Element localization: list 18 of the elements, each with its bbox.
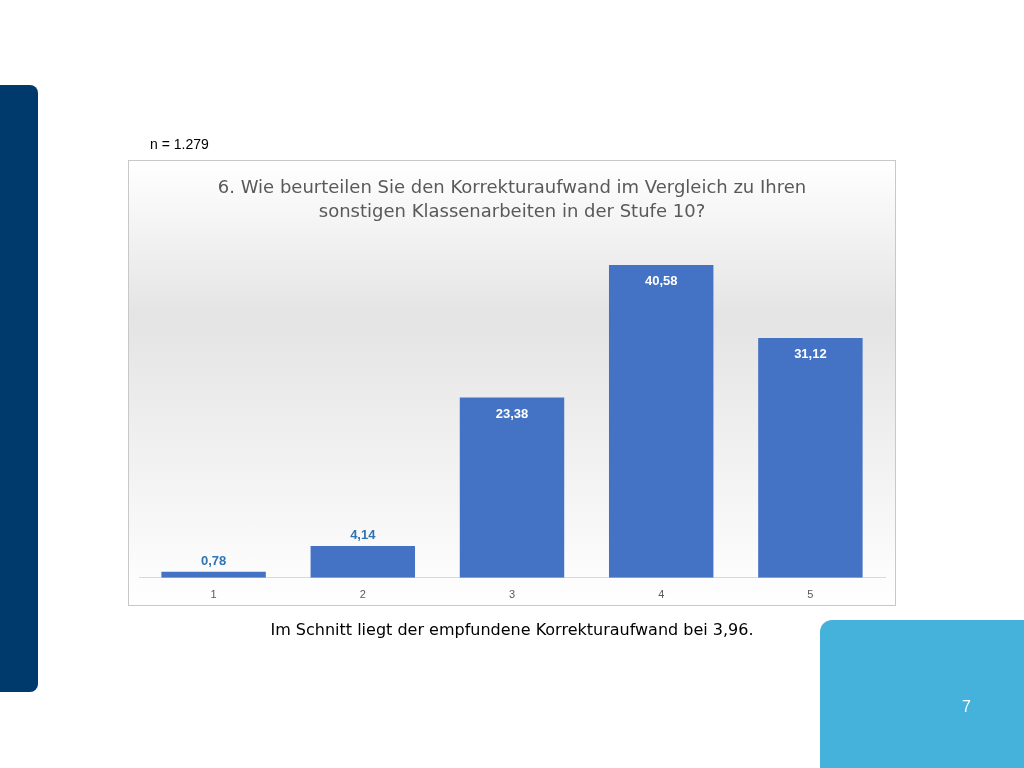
bar bbox=[758, 337, 863, 578]
data-label: 4,14 bbox=[350, 526, 377, 542]
data-label: 31,12 bbox=[794, 346, 827, 362]
x-tick-label: 2 bbox=[359, 588, 366, 601]
bar bbox=[310, 545, 416, 578]
x-tick-label: 3 bbox=[508, 588, 516, 601]
chart-title: 6. Wie beurteilen Sie den Korrekturaufwand im Vergleich zu Ihren sonstigen Klassenarbeiten in der Stufe 10? bbox=[216, 175, 808, 223]
x-tick-label: 1 bbox=[210, 588, 217, 601]
data-label: 0,78 bbox=[200, 552, 227, 568]
bar bbox=[459, 397, 565, 578]
x-tick-label: 4 bbox=[658, 588, 665, 601]
x-tick-label: 5 bbox=[807, 588, 814, 601]
text: n = 1.279 bbox=[150, 136, 209, 152]
data-label: 23,38 bbox=[495, 405, 529, 421]
bar bbox=[608, 265, 714, 578]
text: 7 bbox=[962, 698, 971, 716]
text: Im Schnitt liegt der empfundene Korrekturaufwand bei 3,96. bbox=[269, 620, 755, 639]
data-label: 40,58 bbox=[644, 273, 678, 289]
